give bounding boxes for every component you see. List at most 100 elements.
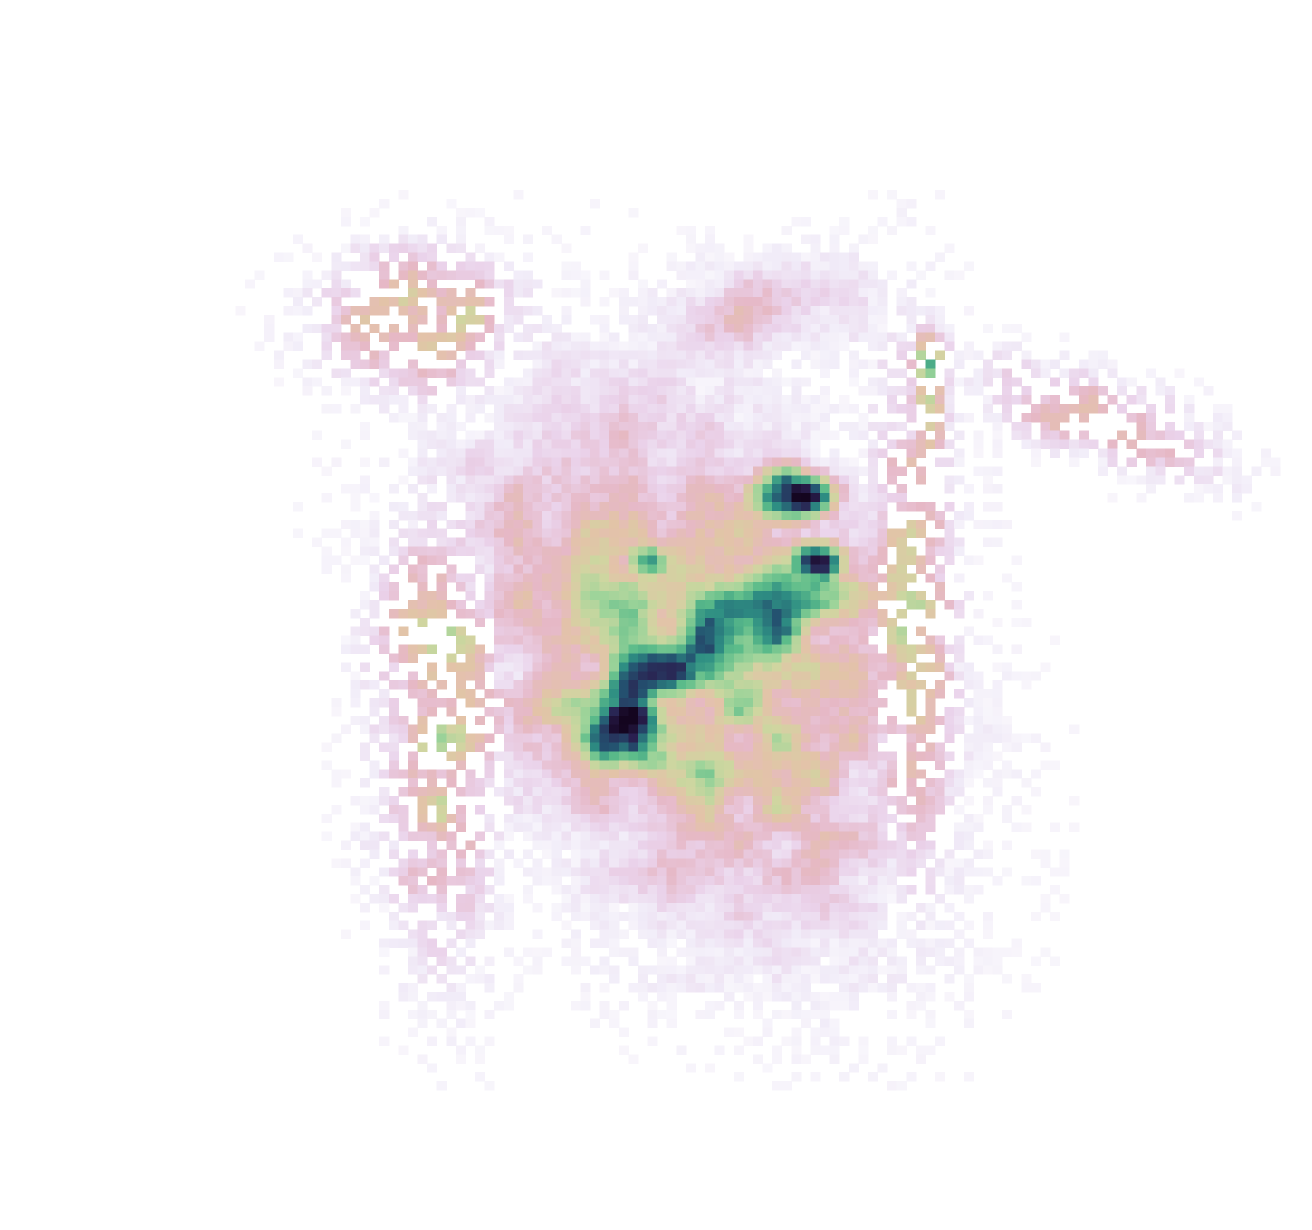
heatmap-cell <box>743 760 754 770</box>
heatmap-cell <box>590 395 601 405</box>
heatmap-cell <box>590 368 601 378</box>
heatmap-cell <box>657 867 668 877</box>
heatmap-cell <box>906 1000 917 1011</box>
heatmap-cell <box>752 475 763 485</box>
heatmap-cell <box>829 849 840 859</box>
heatmap-cell <box>350 635 361 646</box>
heatmap-cell <box>513 350 524 360</box>
heatmap-cell <box>877 359 888 369</box>
heatmap-cell <box>484 822 495 833</box>
heatmap-cell <box>618 671 629 681</box>
heatmap-cell <box>963 377 974 387</box>
heatmap-cell <box>1222 448 1233 458</box>
heatmap-cell <box>503 760 514 770</box>
heatmap-cell <box>465 635 476 646</box>
heatmap-cell <box>791 689 802 699</box>
heatmap-cell <box>436 421 447 432</box>
heatmap-cell <box>599 920 610 931</box>
heatmap-cell <box>647 1009 658 1020</box>
heatmap-cell <box>647 564 658 574</box>
heatmap-cell <box>791 769 802 779</box>
heatmap-cell <box>724 724 735 735</box>
heatmap-cell <box>475 332 486 343</box>
heatmap-cell <box>925 724 936 735</box>
heatmap-cell <box>906 359 917 369</box>
heatmap-cell <box>829 252 840 262</box>
heatmap-cell <box>618 733 629 744</box>
heatmap-cell <box>820 350 831 360</box>
heatmap-cell <box>465 546 476 556</box>
heatmap-cell <box>503 911 514 922</box>
heatmap-cell <box>513 421 524 432</box>
heatmap-cell <box>887 653 898 663</box>
heatmap-cell <box>427 591 438 601</box>
heatmap-cell <box>705 1009 716 1020</box>
heatmap-cell <box>858 412 869 423</box>
heatmap-cell <box>551 288 562 298</box>
heatmap-cell <box>695 974 706 984</box>
heatmap-cell <box>820 252 831 262</box>
heatmap-cell <box>724 484 735 494</box>
heatmap-cell <box>628 769 639 779</box>
heatmap-cell <box>954 608 965 619</box>
heatmap-cell <box>522 778 533 788</box>
heatmap-cell <box>858 983 869 993</box>
heatmap-cell <box>350 261 361 271</box>
heatmap-cell <box>321 564 332 574</box>
heatmap-cell <box>781 404 792 414</box>
heatmap-cell <box>810 270 821 280</box>
heatmap-cell <box>618 867 629 877</box>
heatmap-cell <box>848 724 859 735</box>
heatmap-cell <box>417 466 428 476</box>
heatmap-cell <box>829 751 840 761</box>
heatmap-cell <box>561 653 572 663</box>
heatmap-cell <box>446 733 457 744</box>
heatmap-cell <box>331 698 342 708</box>
heatmap-cell <box>676 804 687 815</box>
heatmap-cell <box>637 555 648 565</box>
heatmap-cell <box>350 306 361 316</box>
heatmap-cell <box>666 359 677 369</box>
heatmap-cell <box>724 965 735 975</box>
heatmap-cell <box>609 475 620 485</box>
heatmap-cell <box>800 323 811 334</box>
heatmap-cell <box>427 243 438 254</box>
heatmap-cell <box>791 698 802 708</box>
heatmap-cell <box>388 724 399 735</box>
heatmap-cell <box>685 546 696 556</box>
heatmap-cell <box>954 412 965 423</box>
heatmap-cell <box>590 787 601 797</box>
heatmap-cell <box>369 359 380 369</box>
heatmap-cell <box>685 760 696 770</box>
heatmap-cell <box>1107 493 1118 503</box>
heatmap-cell <box>388 582 399 592</box>
heatmap-cell <box>714 831 725 842</box>
heatmap-cell <box>1030 956 1041 966</box>
heatmap-cell <box>1002 671 1013 681</box>
heatmap-cell <box>657 787 668 797</box>
heatmap-cell <box>810 421 821 432</box>
heatmap-cell <box>465 582 476 592</box>
heatmap-cell <box>379 199 390 209</box>
heatmap-cell <box>762 314 773 325</box>
heatmap-cell <box>331 270 342 280</box>
heatmap-cell <box>858 555 869 565</box>
heatmap-cell <box>522 332 533 343</box>
heatmap-cell <box>810 466 821 476</box>
heatmap-cell <box>580 332 591 343</box>
heatmap-cell <box>628 430 639 441</box>
heatmap-cell <box>427 457 438 467</box>
heatmap-cell <box>551 689 562 699</box>
heatmap-cell <box>743 252 754 262</box>
heatmap-cell <box>858 600 869 610</box>
heatmap-cell <box>599 929 610 940</box>
heatmap-cell <box>762 288 773 298</box>
heatmap-cell <box>772 475 783 485</box>
heatmap-cell <box>532 956 543 966</box>
heatmap-cell <box>925 510 936 521</box>
heatmap-cell <box>561 591 572 601</box>
heatmap-cell <box>685 412 696 423</box>
heatmap-cell <box>705 1063 716 1073</box>
heatmap-cell <box>705 813 716 824</box>
heatmap-cell <box>417 421 428 432</box>
